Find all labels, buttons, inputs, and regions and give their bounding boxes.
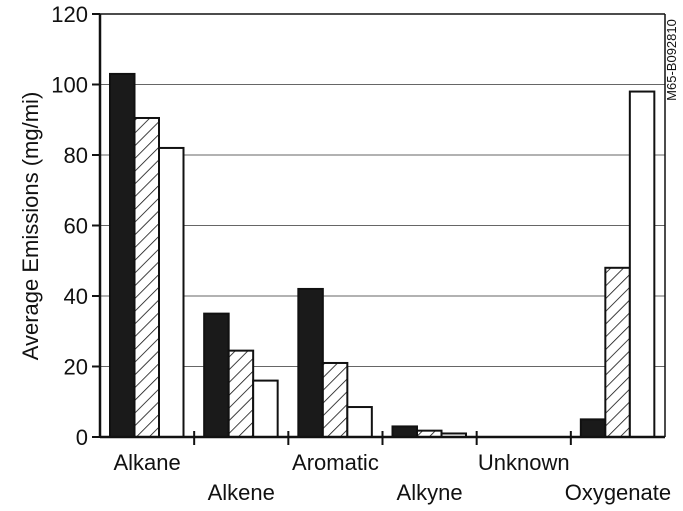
bar-oxygenate-white — [628, 90, 656, 439]
bar-alkene-black — [203, 312, 230, 438]
labels: 0 20 40 60 80 100 120 Alkane Alkene Aromatic Alkyn… — [51, 2, 671, 505]
figure-code-label: M65-B092810 — [664, 19, 679, 101]
y-tick-label: 0 — [76, 425, 88, 450]
y-tick-label: 100 — [51, 73, 88, 98]
x-category-label: Oxygenate — [565, 480, 671, 505]
bar-oxygenate-hatched — [604, 266, 631, 438]
bar-alkene-hatched — [227, 349, 255, 439]
bar-alkyne-black — [391, 425, 418, 438]
bars — [109, 72, 656, 439]
y-tick-label: 20 — [64, 355, 88, 380]
axes — [92, 13, 666, 445]
y-tick-label: 120 — [51, 2, 88, 27]
bar-alkene-white — [252, 379, 279, 439]
bar-alkane-hatched — [133, 116, 160, 439]
x-category-label: Alkene — [208, 480, 275, 505]
y-tick-label: 60 — [64, 214, 88, 239]
x-category-label: Alkane — [113, 450, 180, 475]
grid-lines — [100, 84, 665, 367]
bar-alkane-white — [158, 146, 185, 438]
bar-aromatic-white — [346, 406, 373, 439]
bar-aromatic-black — [297, 287, 324, 439]
y-tick-label: 80 — [64, 143, 88, 168]
y-tick-label: 40 — [64, 284, 88, 309]
bar-alkane-black — [109, 72, 136, 439]
bar-oxygenate-black — [579, 418, 607, 438]
y-axis-title: Average Emissions (mg/mi) — [18, 92, 43, 361]
x-category-label: Aromatic — [292, 450, 379, 475]
x-category-label: Alkyne — [397, 480, 463, 505]
x-category-label: Unknown — [478, 450, 570, 475]
bar-aromatic-hatched — [321, 361, 349, 439]
